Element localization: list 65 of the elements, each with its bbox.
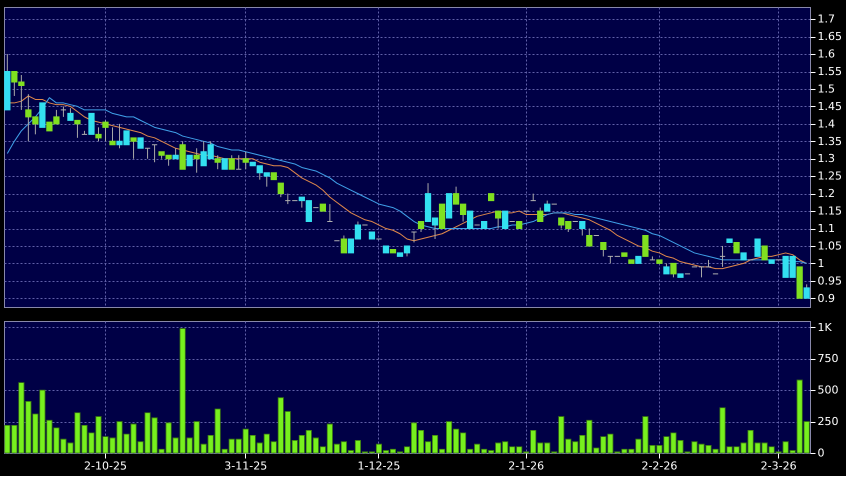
candlestick	[537, 207, 544, 222]
candlestick	[95, 126, 102, 142]
y-tick-label: 1.15	[818, 204, 842, 218]
x-tick-label: 2-1-26	[508, 460, 544, 472]
y-tick-label: 1.1	[818, 222, 835, 236]
candlestick	[194, 148, 200, 174]
candlestick	[663, 262, 670, 274]
candlestick	[88, 112, 95, 135]
candlestick	[109, 126, 116, 146]
candlestick	[600, 242, 606, 257]
candlestick	[236, 154, 242, 170]
candlestick	[804, 284, 810, 299]
candlestick	[186, 154, 193, 166]
x-tick-label: 2-2-26	[641, 460, 678, 472]
y-tick-label: 1.55	[818, 65, 842, 78]
y-tick-label: 1.4	[818, 117, 835, 130]
candlestick	[410, 232, 418, 243]
candlestick	[242, 151, 249, 170]
candlestick	[222, 158, 228, 170]
candlestick	[102, 120, 109, 142]
candlestick	[326, 204, 333, 222]
candlestick	[530, 193, 536, 202]
y-tick-label: 1	[818, 256, 824, 270]
y-tick-label: 1.35	[818, 134, 842, 148]
candlestick	[278, 182, 284, 198]
candlestick	[754, 238, 761, 257]
y-tick-label: 1.45	[818, 100, 842, 113]
x-tick-label: 2-10-25	[84, 460, 127, 472]
y-tick-label: 1.5	[818, 82, 835, 96]
y-tick-label: 1.3	[818, 152, 835, 166]
candlestick	[466, 210, 474, 230]
y-tick-label: 0.9	[818, 292, 835, 305]
x-tick-label: 3-11-25	[224, 460, 268, 472]
y-tick-label: 750	[818, 352, 838, 366]
candlestick	[705, 259, 712, 268]
candlestick	[698, 266, 705, 278]
y-tick-label: 1.2	[818, 187, 835, 200]
y-tick-label: 1.65	[818, 30, 842, 44]
candlestick	[642, 234, 649, 257]
candlestick	[137, 137, 144, 149]
y-tick-label: 1.7	[818, 12, 835, 26]
candlestick	[74, 120, 81, 138]
candlestick	[144, 148, 151, 160]
y-tick-label: 1.6	[818, 48, 835, 61]
candlestick	[761, 245, 768, 260]
y-tick-label: 1.25	[818, 170, 842, 183]
candlestick	[495, 210, 502, 230]
candlestick	[151, 144, 158, 163]
x-tick-label: 1-12-25	[357, 460, 400, 472]
candlestick	[502, 210, 508, 230]
candlestick	[733, 242, 740, 254]
candlestick	[418, 221, 424, 232]
candlestick	[719, 245, 726, 268]
y-tick-label: 1K	[818, 320, 832, 334]
candlestick	[60, 106, 67, 118]
y-tick-label: 0	[818, 446, 824, 460]
candlestick	[214, 154, 221, 170]
candlestick	[130, 137, 137, 160]
y-tick-label: 0.95	[818, 274, 842, 288]
x-tick-label: 2-3-26	[760, 460, 797, 472]
y-tick-label: 250	[818, 415, 838, 428]
candlestick	[670, 262, 677, 278]
y-tick-label: 500	[818, 384, 838, 397]
candlestick	[67, 108, 74, 121]
y-tick-label: 1.05	[818, 239, 842, 252]
